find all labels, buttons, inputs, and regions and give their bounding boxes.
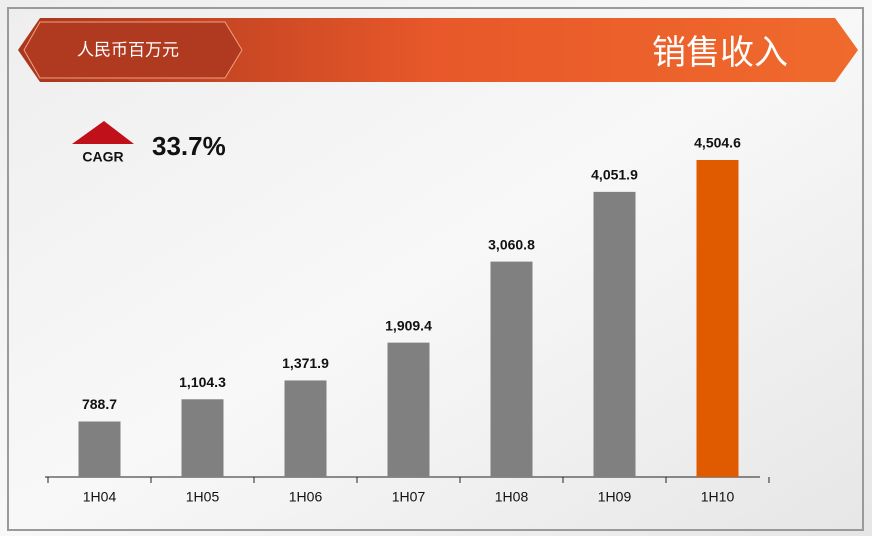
x-tick-label: 1H05: [186, 489, 220, 505]
x-tick-label: 1H10: [701, 489, 735, 505]
value-label: 4,504.6: [694, 135, 741, 151]
value-label: 1,909.4: [385, 317, 432, 333]
x-tick-label: 1H04: [83, 489, 117, 505]
cagr-arrow: [72, 121, 134, 144]
bar: [78, 421, 121, 477]
bar: [593, 191, 636, 477]
cagr-label: CAGR: [82, 149, 123, 165]
x-tick-label: 1H06: [289, 489, 323, 505]
value-label: 4,051.9: [591, 167, 638, 183]
unit-label: 人民币百万元: [77, 41, 179, 61]
x-tick-label: 1H08: [495, 489, 529, 505]
unit-tag: [23, 21, 243, 79]
value-label: 1,371.9: [282, 355, 329, 371]
value-label: 1,104.3: [179, 374, 226, 390]
chart-title: 销售收入: [652, 34, 788, 72]
bar: [181, 399, 224, 477]
frame: [7, 7, 864, 531]
bar: [387, 342, 430, 477]
bar: [490, 261, 533, 477]
cagr-value: 33.7%: [152, 131, 226, 161]
x-tick-label: 1H07: [392, 489, 426, 505]
bar: [696, 160, 739, 477]
bar: [284, 380, 327, 477]
x-tick-label: 1H09: [598, 489, 632, 505]
value-label: 3,060.8: [488, 236, 535, 252]
value-label: 788.7: [82, 396, 117, 412]
